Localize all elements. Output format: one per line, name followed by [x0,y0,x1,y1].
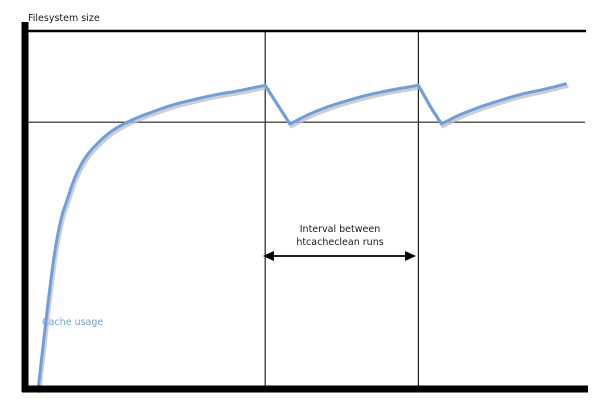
cache-usage-curve [36,82,567,391]
interval-label-line1: Interval between [300,224,380,235]
interval-arrow [263,251,416,261]
cache-usage-curve-shadow [37,84,569,394]
cache-usage-label: Cache usage [42,317,103,328]
interval-arrow-head-left [263,251,274,261]
interval-label-line2: htcacheclean runs [296,237,383,248]
interval-arrow-head-right [405,251,416,261]
filesystem-size-label: Filesystem size [28,13,100,24]
